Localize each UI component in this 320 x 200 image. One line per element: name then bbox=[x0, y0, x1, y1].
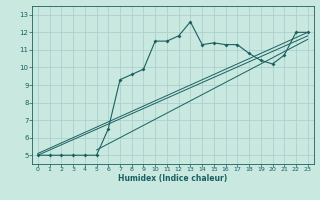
X-axis label: Humidex (Indice chaleur): Humidex (Indice chaleur) bbox=[118, 174, 228, 183]
